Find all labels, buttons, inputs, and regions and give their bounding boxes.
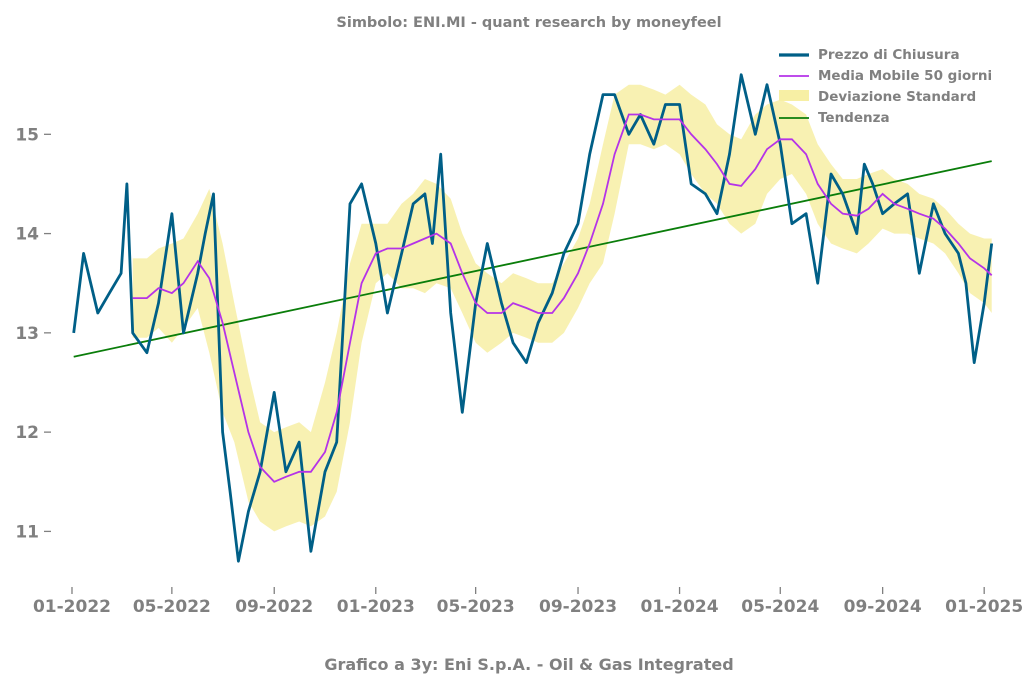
legend-label-price: Prezzo di Chiusura [818, 47, 960, 63]
x-tick-label: 01-2025 [945, 597, 1023, 617]
chart-subtitle: Grafico a 3y: Eni S.p.A. - Oil & Gas Int… [324, 655, 733, 674]
x-tick-label: 01-2022 [33, 597, 111, 617]
std-dev-band [132, 84, 992, 532]
x-tick-label: 05-2024 [741, 597, 819, 617]
y-tick-label: 13 [15, 324, 39, 344]
y-tick-label: 14 [15, 225, 39, 245]
legend-label-ma: Media Mobile 50 giorni [818, 68, 992, 84]
trend-line [73, 160, 992, 358]
moving-average-line [132, 113, 993, 483]
x-tick-label: 01-2024 [641, 597, 719, 617]
y-tick-label: 15 [15, 125, 39, 145]
legend-label-band: Deviazione Standard [818, 89, 976, 105]
y-tick-label: 12 [15, 423, 39, 443]
chart-title: Simbolo: ENI.MI - quant research by mone… [336, 15, 721, 31]
y-axis: 11 12 13 14 15 [15, 125, 51, 542]
price-line [72, 73, 994, 563]
x-tick-label: 09-2023 [539, 597, 617, 617]
x-tick-label: 05-2023 [437, 597, 515, 617]
legend-label-trend: Tendenza [818, 110, 890, 126]
x-tick-label: 01-2023 [337, 597, 415, 617]
plot-area [72, 73, 994, 563]
legend-swatch-band [779, 90, 809, 101]
x-axis: 01-2022 05-2022 09-2022 01-2023 05-2023 09-20… [33, 587, 1023, 617]
legend: Prezzo di Chiusura Media Mobile 50 giorn… [779, 47, 992, 126]
y-tick-label: 11 [15, 522, 39, 542]
x-tick-label: 09-2022 [235, 597, 313, 617]
x-tick-label: 09-2024 [844, 597, 922, 617]
x-tick-label: 05-2022 [133, 597, 211, 617]
